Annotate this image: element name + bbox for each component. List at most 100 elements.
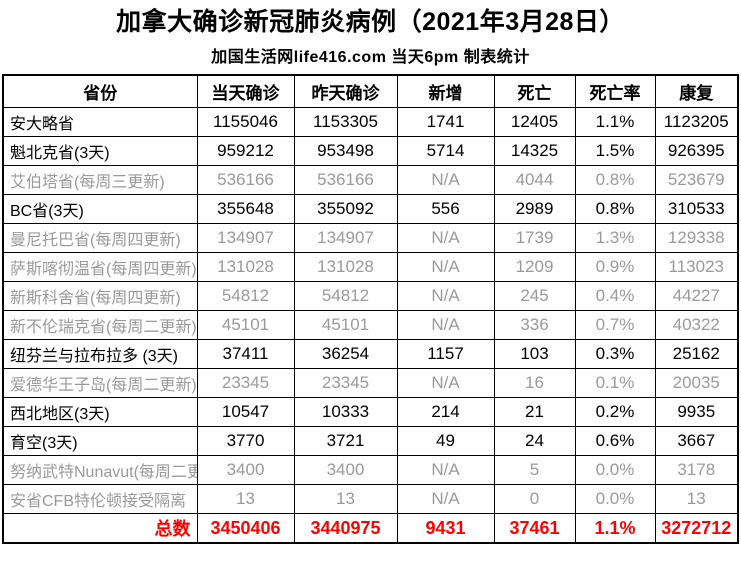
today-confirmed-cell: 1155046: [196, 107, 295, 137]
col-header-today-confirmed: 当天确诊: [196, 74, 295, 108]
today-confirmed-cell: 23345: [196, 368, 295, 398]
yesterday-confirmed-cell: 23345: [293, 368, 398, 398]
deaths-cell: 5: [493, 455, 576, 485]
table-row: 安大略省 1155046 1153305 1741 12405 1.1% 112…: [2, 107, 739, 137]
col-header-death-rate: 死亡率: [574, 74, 656, 108]
province-cell: 西北地区(3天): [2, 397, 198, 427]
col-header-yesterday-confirmed: 昨天确诊: [293, 74, 398, 108]
province-cell: 曼尼托巴省(每周四更新): [2, 223, 198, 253]
table-row: BC省(3天) 355648 355092 556 2989 0.8% 3105…: [2, 194, 739, 224]
yesterday-confirmed-cell: 13: [293, 484, 398, 514]
table-row: 安省CFB特伦顿接受隔离 13 13 N/A 0 0.0% 13: [2, 484, 739, 514]
deaths-cell: 103: [493, 339, 576, 369]
province-cell: 安省CFB特伦顿接受隔离: [2, 484, 198, 514]
new-cases-cell: N/A: [396, 484, 495, 514]
recovered-cell: 310533: [654, 194, 739, 224]
covid-stats-table: 省份 当天确诊 昨天确诊 新增 死亡 死亡率 康复 安大略省 1155046 1…: [2, 74, 739, 544]
table-row: 爱德华王子岛(每周二更新) 23345 23345 N/A 16 0.1% 20…: [2, 368, 739, 398]
yesterday-confirmed-cell: 134907: [293, 223, 398, 253]
recovered-cell: 3667: [654, 426, 739, 456]
total-today-confirmed-cell: 3450406: [196, 513, 295, 544]
today-confirmed-cell: 13: [196, 484, 295, 514]
total-new-cases-cell: 9431: [396, 513, 495, 544]
table-row: 纽芬兰与拉布拉多 (3天) 37411 36254 1157 103 0.3% …: [2, 339, 739, 369]
today-confirmed-cell: 3400: [196, 455, 295, 485]
col-header-province: 省份: [2, 74, 198, 108]
province-cell: 新斯科舍省(每周四更新): [2, 281, 198, 311]
table-row: 努纳武特Nunavut(每周二更新) 3400 3400 N/A 5 0.0% …: [2, 455, 739, 485]
total-death-rate-cell: 1.1%: [574, 513, 656, 544]
total-label: 总数: [2, 513, 198, 544]
deaths-cell: 4044: [493, 165, 576, 195]
deaths-cell: 24: [493, 426, 576, 456]
death-rate-cell: 0.2%: [574, 397, 656, 427]
table-row: 西北地区(3天) 10547 10333 214 21 0.2% 9935: [2, 397, 739, 427]
today-confirmed-cell: 45101: [196, 310, 295, 340]
yesterday-confirmed-cell: 536166: [293, 165, 398, 195]
today-confirmed-cell: 131028: [196, 252, 295, 282]
total-recovered-cell: 3272712: [654, 513, 739, 544]
new-cases-cell: 49: [396, 426, 495, 456]
table-row: 曼尼托巴省(每周四更新) 134907 134907 N/A 1739 1.3%…: [2, 223, 739, 253]
recovered-cell: 20035: [654, 368, 739, 398]
new-cases-cell: N/A: [396, 310, 495, 340]
death-rate-cell: 0.8%: [574, 194, 656, 224]
recovered-cell: 25162: [654, 339, 739, 369]
col-header-deaths: 死亡: [493, 74, 576, 108]
today-confirmed-cell: 10547: [196, 397, 295, 427]
province-cell: 纽芬兰与拉布拉多 (3天): [2, 339, 198, 369]
recovered-cell: 523679: [654, 165, 739, 195]
death-rate-cell: 0.6%: [574, 426, 656, 456]
table-row: 魁北克省(3天) 959212 953498 5714 14325 1.5% 9…: [2, 136, 739, 166]
recovered-cell: 129338: [654, 223, 739, 253]
today-confirmed-cell: 3770: [196, 426, 295, 456]
yesterday-confirmed-cell: 10333: [293, 397, 398, 427]
deaths-cell: 16: [493, 368, 576, 398]
total-row: 总数 3450406 3440975 9431 37461 1.1% 32727…: [2, 513, 739, 544]
death-rate-cell: 1.5%: [574, 136, 656, 166]
new-cases-cell: 214: [396, 397, 495, 427]
deaths-cell: 2989: [493, 194, 576, 224]
today-confirmed-cell: 536166: [196, 165, 295, 195]
new-cases-cell: N/A: [396, 165, 495, 195]
yesterday-confirmed-cell: 36254: [293, 339, 398, 369]
today-confirmed-cell: 37411: [196, 339, 295, 369]
recovered-cell: 9935: [654, 397, 739, 427]
recovered-cell: 926395: [654, 136, 739, 166]
death-rate-cell: 1.3%: [574, 223, 656, 253]
death-rate-cell: 0.4%: [574, 281, 656, 311]
new-cases-cell: 1157: [396, 339, 495, 369]
new-cases-cell: N/A: [396, 455, 495, 485]
today-confirmed-cell: 355648: [196, 194, 295, 224]
new-cases-cell: 556: [396, 194, 495, 224]
new-cases-cell: N/A: [396, 368, 495, 398]
table-row: 育空(3天) 3770 3721 49 24 0.6% 3667: [2, 426, 739, 456]
today-confirmed-cell: 959212: [196, 136, 295, 166]
recovered-cell: 113023: [654, 252, 739, 282]
province-cell: 艾伯塔省(每周三更新): [2, 165, 198, 195]
deaths-cell: 336: [493, 310, 576, 340]
death-rate-cell: 0.0%: [574, 484, 656, 514]
covid-report-page: 加拿大确诊新冠肺炎病例（2021年3月28日） 加国生活网life416.com…: [2, 8, 739, 544]
deaths-cell: 14325: [493, 136, 576, 166]
table-row: 萨斯喀彻温省(每周四更新) 131028 131028 N/A 1209 0.9…: [2, 252, 739, 282]
page-subtitle: 加国生活网life416.com 当天6pm 制表统计: [211, 49, 530, 66]
deaths-cell: 245: [493, 281, 576, 311]
new-cases-cell: 1741: [396, 107, 495, 137]
table-row: 艾伯塔省(每周三更新) 536166 536166 N/A 4044 0.8% …: [2, 165, 739, 195]
yesterday-confirmed-cell: 3721: [293, 426, 398, 456]
col-header-recovered: 康复: [654, 74, 739, 108]
deaths-cell: 21: [493, 397, 576, 427]
province-cell: 爱德华王子岛(每周二更新): [2, 368, 198, 398]
death-rate-cell: 0.1%: [574, 368, 656, 398]
yesterday-confirmed-cell: 1153305: [293, 107, 398, 137]
recovered-cell: 40322: [654, 310, 739, 340]
yesterday-confirmed-cell: 355092: [293, 194, 398, 224]
province-cell: BC省(3天): [2, 194, 198, 224]
new-cases-cell: N/A: [396, 223, 495, 253]
death-rate-cell: 1.1%: [574, 107, 656, 137]
yesterday-confirmed-cell: 131028: [293, 252, 398, 282]
recovered-cell: 44227: [654, 281, 739, 311]
yesterday-confirmed-cell: 953498: [293, 136, 398, 166]
deaths-cell: 0: [493, 484, 576, 514]
